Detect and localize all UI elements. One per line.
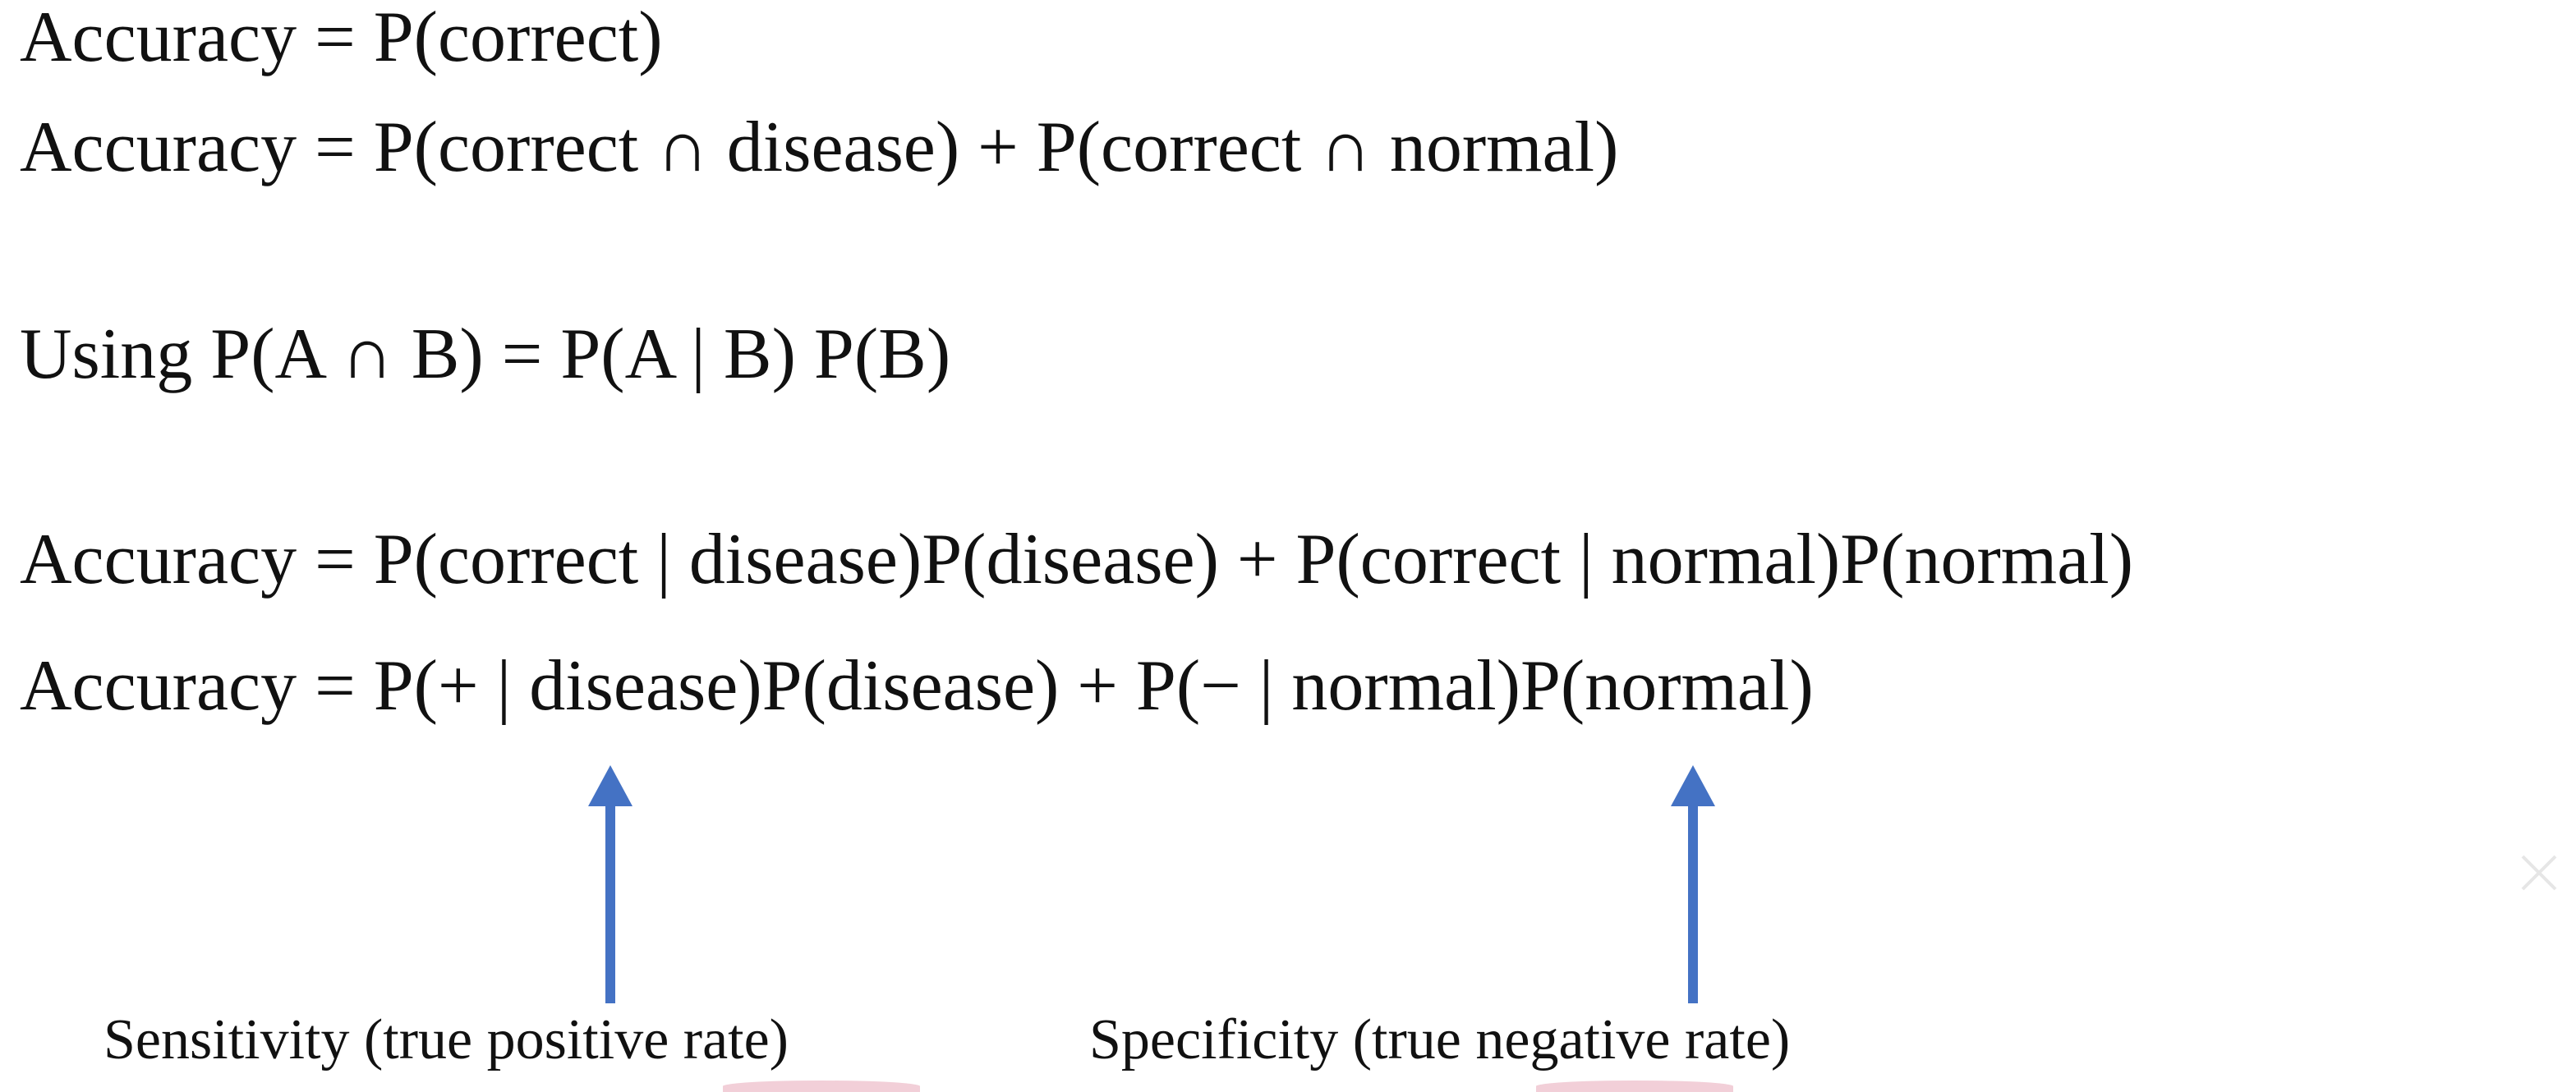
- up-arrow-icon: [1671, 765, 1715, 1003]
- specificity-label: Specificity (true negative rate): [1089, 1008, 1791, 1071]
- equation-conditional-rule: Using P(A ∩ B) = P(A | B) P(B): [20, 314, 951, 394]
- equation-accuracy-conditional: Accuracy = P(correct | disease)P(disease…: [20, 520, 2134, 599]
- sensitivity-label: Sensitivity (true positive rate): [104, 1008, 789, 1071]
- decorative-shape: [1536, 1081, 1733, 1092]
- equation-accuracy-intersection: Accuracy = P(correct ∩ disease) + P(corr…: [20, 108, 1619, 187]
- up-arrow-icon: [588, 765, 632, 1003]
- equation-accuracy-definition: Accuracy = P(correct): [20, 0, 663, 77]
- faint-cross-icon: [2521, 855, 2557, 891]
- equation-accuracy-sens-spec: Accuracy = P(+ | disease)P(disease) + P(…: [20, 646, 1814, 726]
- decorative-shape: [723, 1081, 920, 1092]
